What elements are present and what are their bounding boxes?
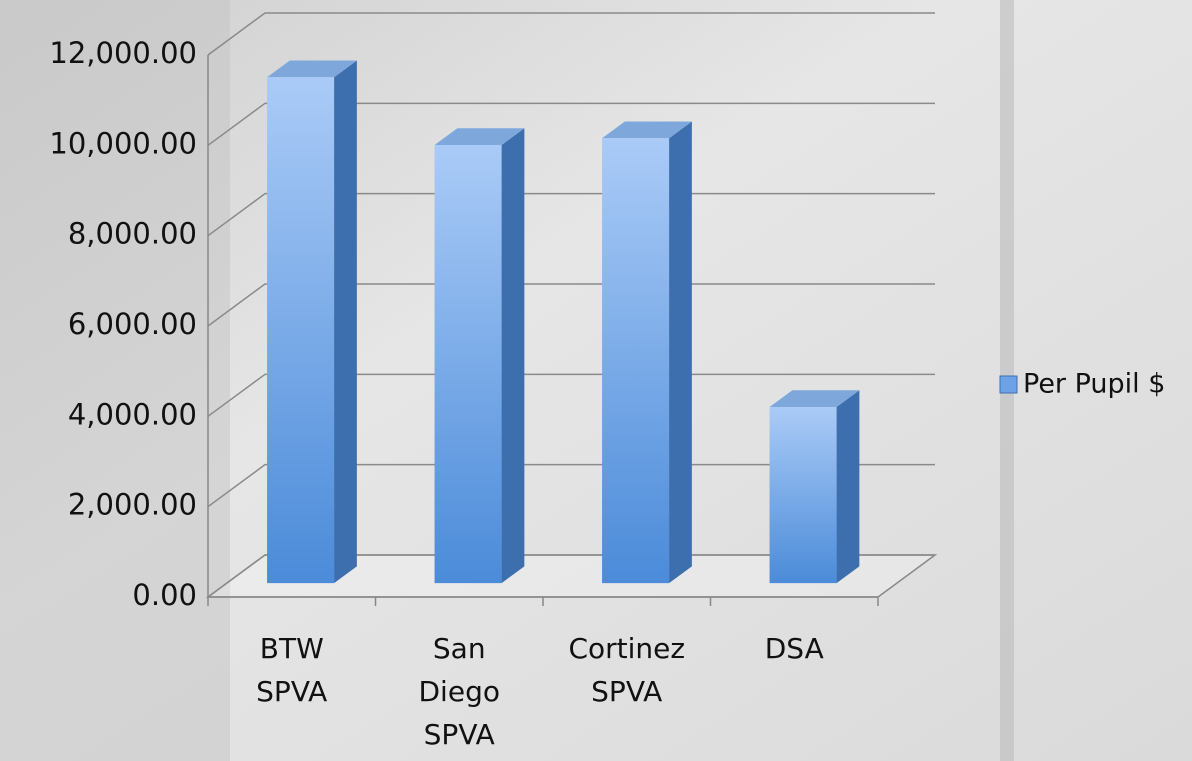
y-tick-label: 2,000.00 (68, 488, 197, 522)
bar-side (334, 60, 357, 583)
bar (435, 128, 525, 583)
legend-label: Per Pupil $ (1023, 369, 1165, 400)
legend-swatch (1000, 376, 1017, 393)
bar-front (770, 407, 837, 583)
y-tick-label: 6,000.00 (68, 307, 197, 341)
y-tick-label: 4,000.00 (68, 397, 197, 431)
background-building (0, 0, 230, 761)
y-tick-label: 8,000.00 (68, 217, 197, 251)
chart: 0.00 2,000.00 4,000.00 6,000.00 8,000.00 10,0… (0, 0, 1192, 761)
bar-side (837, 390, 860, 583)
bar (267, 60, 357, 583)
bar-front (267, 77, 334, 583)
bar-side (669, 121, 692, 583)
bar-side (502, 128, 525, 583)
bar-front (602, 138, 669, 583)
y-tick-label: 12,000.00 (49, 36, 197, 70)
y-tick-label: 0.00 (132, 578, 197, 612)
x-tick-label: DSA (765, 632, 824, 665)
bar-front (435, 145, 502, 583)
bar (602, 121, 692, 583)
bar (770, 390, 860, 583)
page: {"chart_data": {"type": "bar3d", "catego… (0, 0, 1192, 761)
y-tick-label: 10,000.00 (49, 126, 197, 160)
